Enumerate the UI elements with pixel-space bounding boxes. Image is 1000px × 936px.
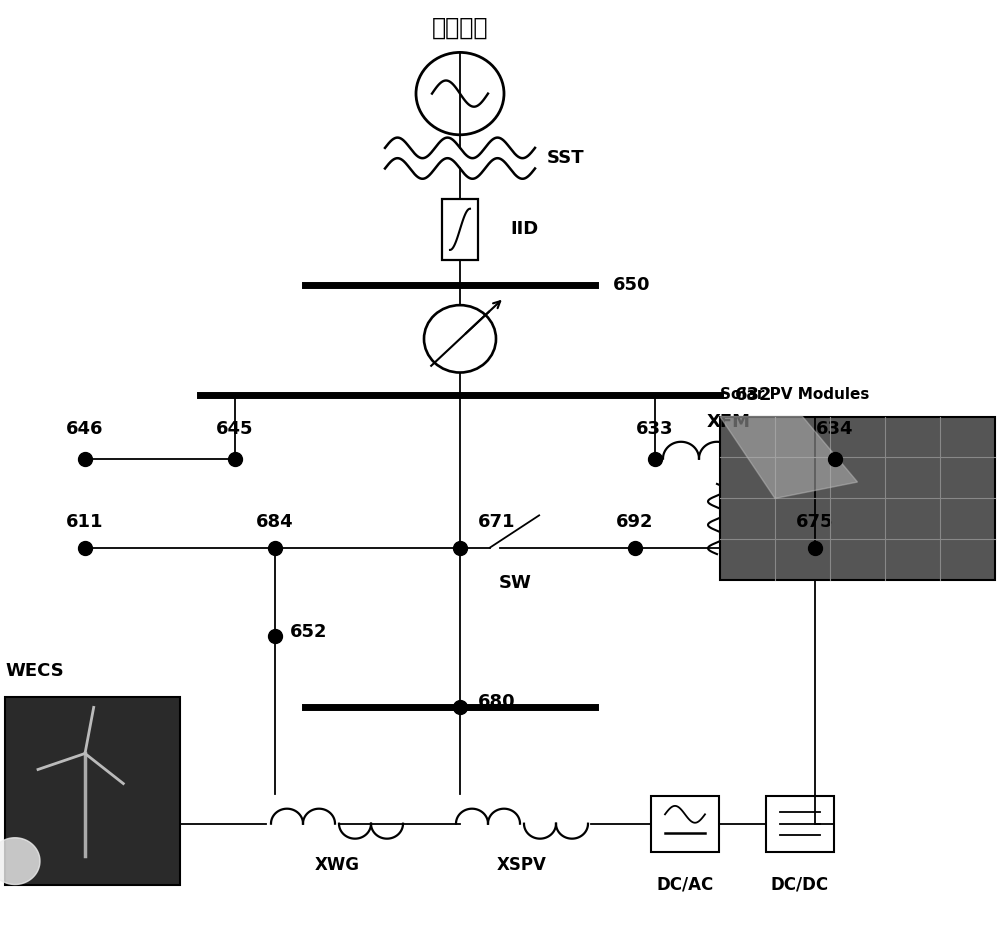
Polygon shape: [720, 417, 857, 498]
Bar: [651, 796, 719, 852]
Point: [627, 540, 643, 555]
Text: DC/AC: DC/AC: [656, 875, 714, 893]
Text: 646: 646: [66, 420, 104, 438]
Text: 645: 645: [216, 420, 254, 438]
Text: 692: 692: [616, 513, 654, 531]
Point: [77, 451, 93, 466]
Point: [227, 451, 243, 466]
Text: IID: IID: [510, 220, 538, 239]
Bar: [720, 417, 995, 580]
Point: [827, 451, 843, 466]
Text: SST: SST: [547, 149, 585, 168]
Text: 671: 671: [478, 513, 516, 531]
Text: XWG: XWG: [315, 856, 360, 874]
Text: 652: 652: [290, 622, 328, 641]
Text: 634: 634: [816, 420, 854, 438]
Text: 684: 684: [256, 513, 294, 531]
Polygon shape: [0, 838, 40, 885]
Point: [452, 540, 468, 555]
Text: XSPV: XSPV: [497, 856, 547, 874]
Point: [267, 540, 283, 555]
Text: SW: SW: [499, 574, 531, 592]
Bar: [766, 796, 834, 852]
Point: [452, 699, 468, 714]
Point: [77, 540, 93, 555]
Text: Solar PV Modules: Solar PV Modules: [720, 388, 869, 402]
Text: WECS: WECS: [5, 663, 64, 680]
Text: 公共电网: 公共电网: [432, 16, 488, 40]
Text: 680: 680: [478, 693, 516, 711]
Point: [267, 629, 283, 644]
Text: 675: 675: [796, 513, 834, 531]
Text: 650: 650: [613, 276, 650, 295]
Bar: [442, 198, 478, 259]
Bar: [5, 697, 180, 885]
Point: [807, 540, 823, 555]
Point: [647, 451, 663, 466]
Text: 611: 611: [66, 513, 104, 531]
Text: DC/DC: DC/DC: [771, 875, 829, 893]
Text: 633: 633: [636, 420, 674, 438]
Text: 632: 632: [735, 386, 772, 404]
Text: XFM: XFM: [707, 413, 751, 431]
